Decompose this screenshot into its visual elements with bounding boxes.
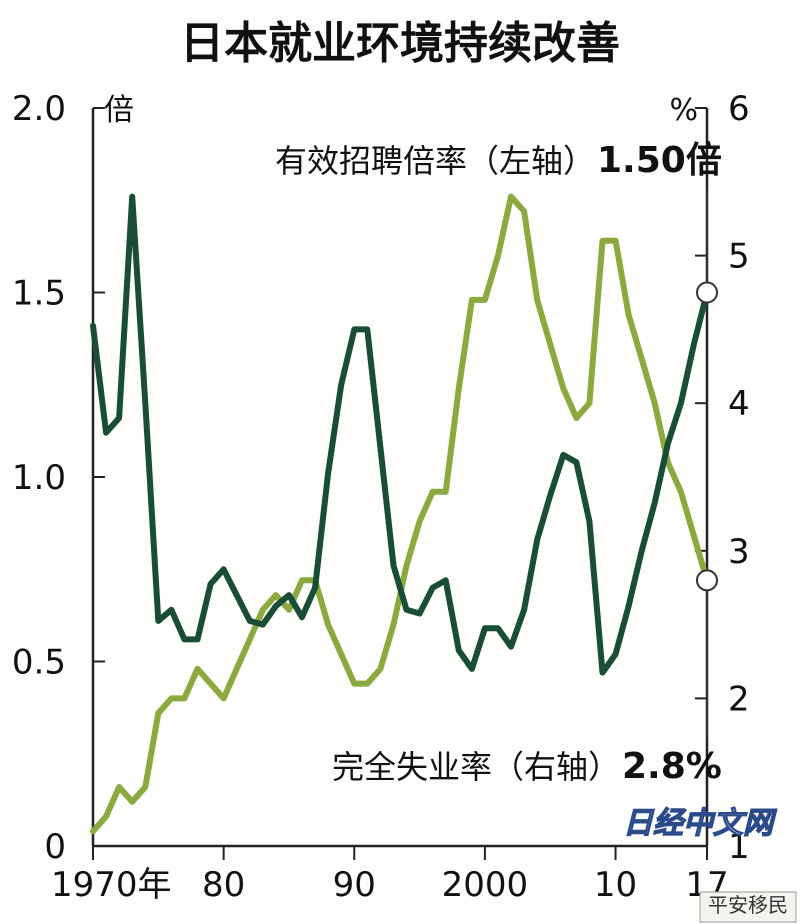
x-tick-label: 80 [202,865,245,905]
left-tick-label: 0.5 [12,643,66,683]
watermark-bottom-text: 平安移民 [708,893,788,917]
watermark: 日经中文网 平安移民 [622,805,797,923]
right-tick-label: 2 [728,679,750,719]
right-axis-unit: % [669,93,698,128]
right-tick-label: 3 [728,532,750,572]
left-series-annotation: 有效招聘倍率（左轴） [275,142,595,180]
x-axis-ticks: 1970年 80 90 2000 10 17 [51,846,729,905]
x-tick-label: 10 [594,865,637,905]
right-tick-label: 6 [728,89,750,129]
x-tick-label: 2000 [442,865,529,905]
left-tick-label: 2.0 [12,89,66,129]
left-tick-label: 1.5 [12,274,66,314]
x-tick-label: 1970年 [51,865,172,905]
right-tick-label: 5 [728,237,750,277]
right-axis-ticks: 1 2 3 4 5 6 [695,89,750,867]
left-series-end-value: 1.50倍 [597,140,722,181]
left-tick-label: 1.0 [12,458,66,498]
chart-title: 日本就业环境持续改善 [180,18,620,69]
right-series-annotation: 完全失业率（右轴） [332,748,620,786]
watermark-bottom-box [699,891,797,923]
series-line-right [90,193,710,835]
left-tick-label: 0 [44,827,66,867]
x-tick-label: 90 [333,865,376,905]
series-layer [90,193,718,835]
series-endpoint-left [696,281,718,304]
watermark-text: 日经中文网 [623,806,777,841]
left-axis-unit: 倍 [104,93,134,128]
right-tick-label: 1 [728,827,750,867]
right-series-end-value: 2.8% [622,746,722,787]
series-endpoint-right [696,569,718,592]
series-line-left [90,193,710,676]
left-axis-ticks: 0 0.5 1.0 1.5 2.0 [12,89,105,867]
right-tick-label: 4 [728,384,750,424]
